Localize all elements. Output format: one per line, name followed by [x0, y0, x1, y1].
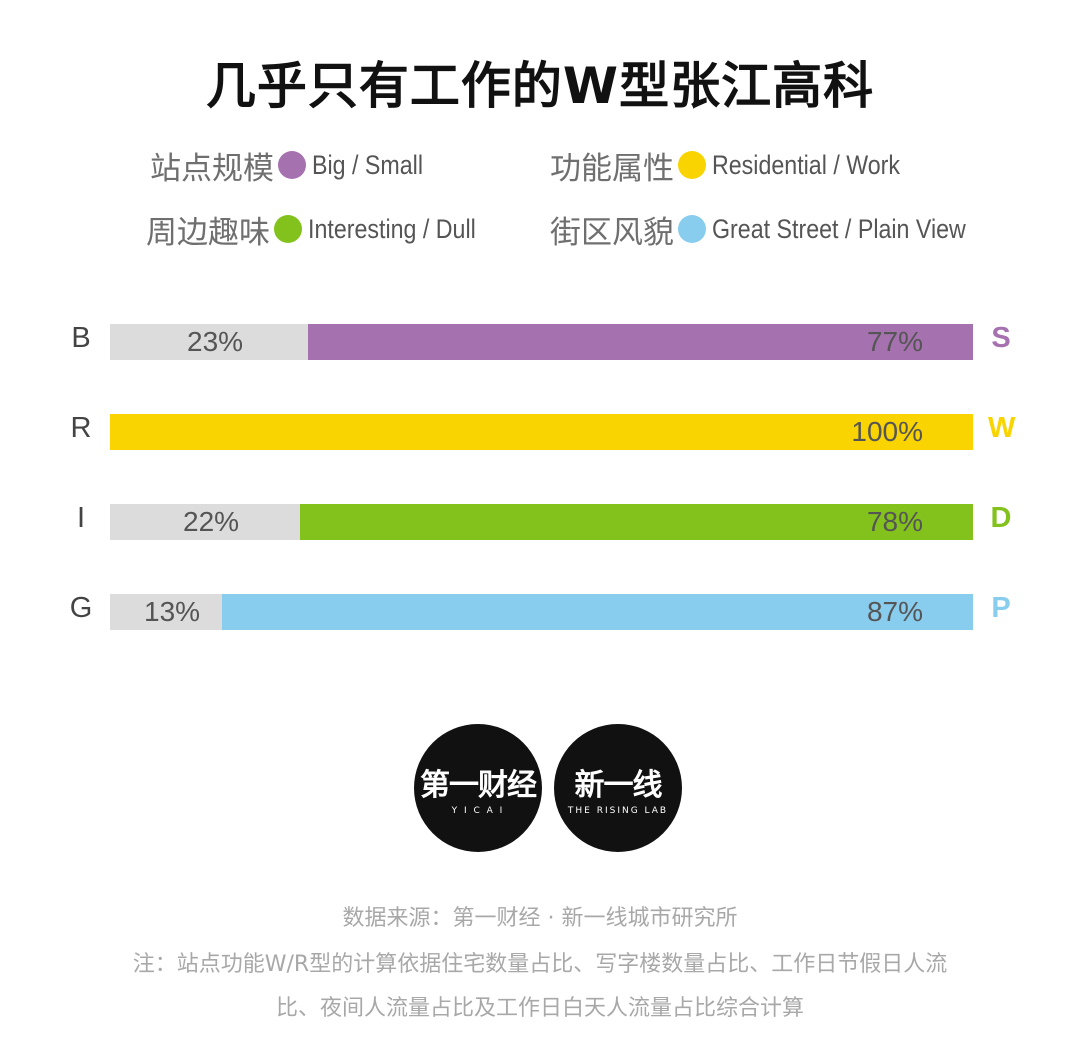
legend-dot-yellow	[678, 151, 706, 179]
bar-right-value: 100%	[851, 416, 923, 447]
bar-left-label: B	[71, 322, 91, 354]
bar-left-value: 13%	[144, 596, 201, 627]
legend-dot-green	[274, 215, 302, 243]
logo-sub-text: THE RISING LAB	[567, 806, 669, 816]
legend-item-street: 街区风貌 Great Street / Plain View	[550, 207, 1007, 251]
bar-segment	[308, 324, 973, 360]
bar-left-label: I	[76, 502, 86, 534]
bar-right-label: D	[990, 502, 1012, 534]
legend-label-en: Residential / Work	[712, 149, 900, 180]
legend-item-size: 站点规模 Big / Small	[150, 143, 441, 187]
chart-title: 几乎只有工作的W型张江高科	[205, 57, 875, 115]
legend-label-en: Great Street / Plain View	[712, 213, 966, 244]
bar-left-value: 22%	[183, 506, 240, 537]
legend-item-function: 功能属性 Residential / Work	[550, 143, 931, 187]
bar-left-label: G	[69, 592, 93, 624]
legend-item-interest: 周边趣味 Interesting / Dull	[146, 207, 503, 251]
legend-label-cn: 功能属性	[550, 150, 674, 187]
legend-dot-blue	[678, 215, 706, 243]
legend-label-en: Big / Small	[312, 149, 423, 180]
bar-track: 23% 77%	[110, 324, 973, 360]
bar-segment	[222, 594, 973, 630]
bar-right-value: 77%	[866, 326, 923, 357]
legend-label-cn: 街区风貌	[550, 214, 674, 251]
footnote-line-1: 注：站点功能W/R型的计算依据住宅数量占比、写字楼数量占比、工作日节假日人流	[132, 952, 948, 977]
source-note: 数据来源：第一财经 · 新一线城市研究所	[342, 906, 738, 931]
bar-segment	[110, 414, 973, 450]
bar-track: 100%	[110, 414, 973, 450]
bar-right-value: 78%	[866, 506, 923, 537]
bar-right-value: 87%	[866, 596, 923, 627]
legend-label-en: Interesting / Dull	[308, 213, 476, 244]
legend-label-cn: 周边趣味	[146, 214, 270, 251]
bar-left-value: 23%	[187, 326, 244, 357]
bar-right-label: W	[988, 412, 1016, 444]
logo-sub-text: Y I C A I	[451, 806, 505, 816]
legend-dot-purple	[278, 151, 306, 179]
bar-segment	[300, 504, 973, 540]
bar-chart: B 23% 77% S R 100% W I 22% 78% D G 13% 87% P	[69, 322, 1016, 630]
bar-right-label: S	[991, 322, 1011, 354]
legend-label-cn: 站点规模	[150, 150, 274, 187]
logo-main-text: 第一财经	[420, 768, 537, 803]
rising-lab-logo: 新一线 THE RISING LAB	[554, 724, 682, 852]
yicai-logo: 第一财经 Y I C A I	[414, 724, 542, 852]
logo-main-text: 新一线	[574, 768, 663, 803]
bar-right-label: P	[991, 592, 1011, 624]
bar-left-label: R	[70, 412, 92, 444]
bar-track: 22% 78%	[110, 504, 973, 540]
bar-track: 13% 87%	[110, 594, 973, 630]
footnote-line-2: 比、夜间人流量占比及工作日白天人流量占比综合计算	[275, 996, 804, 1021]
